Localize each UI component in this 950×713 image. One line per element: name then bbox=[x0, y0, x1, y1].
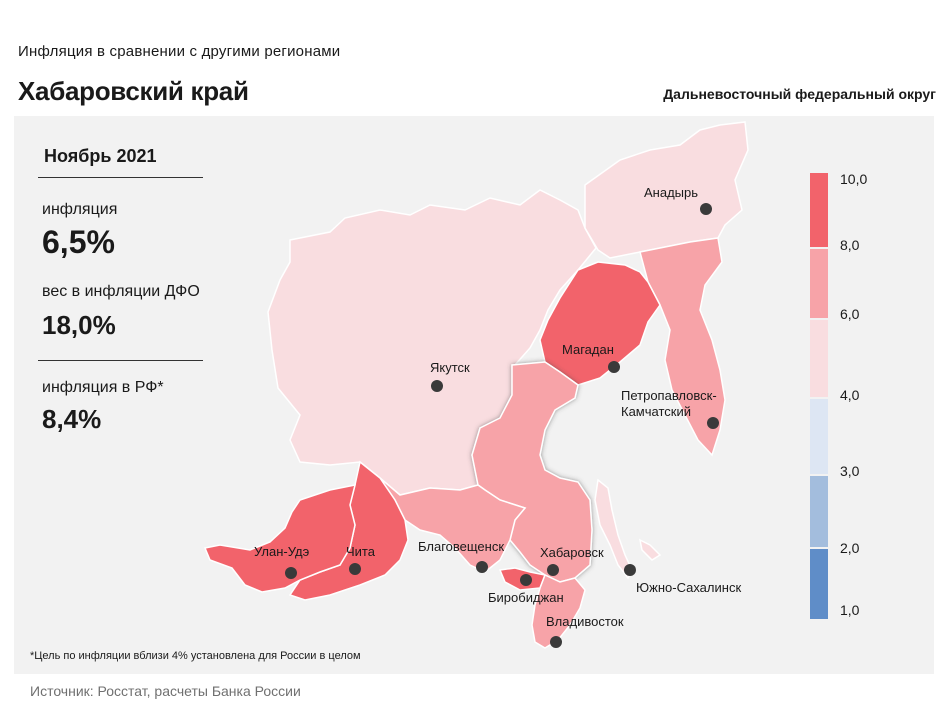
city-label-blagoveshchensk: Благовещенск bbox=[418, 539, 504, 554]
city-dot-blagoveshchensk bbox=[476, 561, 488, 573]
region-buryatia bbox=[203, 484, 357, 593]
legend-label: 10,0 bbox=[840, 171, 868, 187]
legend-label: 2,0 bbox=[840, 540, 860, 556]
legend-swatch-8-10 bbox=[810, 173, 828, 247]
city-dot-chita bbox=[349, 563, 361, 575]
city-dot-yuzhno-sakhalinsk bbox=[624, 564, 636, 576]
weight-label: вес в инфляции ДФО bbox=[42, 283, 200, 300]
city-label-birobidzhan: Биробиджан bbox=[488, 590, 564, 605]
region-sakhalin bbox=[594, 478, 633, 580]
weight-value: 18,0% bbox=[42, 310, 116, 340]
inflation-value: 6,5% bbox=[42, 224, 115, 260]
divider-top bbox=[38, 177, 203, 178]
city-label-vladivostok: Владивосток bbox=[546, 614, 624, 629]
region-magadan bbox=[539, 261, 661, 386]
legend-label: 4,0 bbox=[840, 387, 860, 403]
city-label-chita: Чита bbox=[346, 544, 376, 559]
legend-label: 8,0 bbox=[840, 237, 860, 253]
city-label-yakutsk: Якутск bbox=[430, 360, 470, 375]
legend-swatch-6-8 bbox=[810, 249, 828, 318]
rf-inflation-label: инфляция в РФ* bbox=[42, 379, 164, 396]
city-dot-ulan-ude bbox=[285, 567, 297, 579]
city-dot-birobidzhan bbox=[520, 574, 532, 586]
region-chukotka bbox=[584, 121, 749, 259]
city-dot-khabarovsk bbox=[547, 564, 559, 576]
legend-label: 3,0 bbox=[840, 463, 860, 479]
legend-swatch-1-2 bbox=[810, 549, 828, 619]
city-label-anadyr: Анадырь bbox=[644, 185, 698, 200]
city-label-petropavlovsk-1: Петропавловск- bbox=[621, 388, 717, 403]
city-label-ulan-ude: Улан-Удэ bbox=[254, 544, 310, 559]
region-title: Хабаровский край bbox=[18, 76, 249, 106]
legend-label: 6,0 bbox=[840, 306, 860, 322]
divider-bottom bbox=[38, 360, 203, 361]
city-dot-anadyr bbox=[700, 203, 712, 215]
rf-inflation-value: 8,4% bbox=[42, 404, 102, 434]
legend-label: 1,0 bbox=[840, 602, 860, 618]
city-dot-yakutsk bbox=[431, 380, 443, 392]
city-dot-magadan bbox=[608, 361, 620, 373]
city-dot-petropavlovsk bbox=[707, 417, 719, 429]
period-label: Ноябрь 2021 bbox=[44, 146, 157, 166]
inflation-label: инфляция bbox=[42, 201, 118, 218]
region-kamchatka bbox=[639, 237, 726, 457]
city-label-yuzhno-sakhalinsk: Южно-Сахалинск bbox=[636, 580, 741, 595]
legend-swatch-4-6 bbox=[810, 320, 828, 397]
city-label-petropavlovsk-2: Камчатский bbox=[621, 404, 691, 419]
chart-subtitle: Инфляция в сравнении с другими регионами bbox=[18, 43, 341, 60]
district-label: Дальневосточный федеральный округ bbox=[663, 86, 936, 102]
source-note: Источник: Росстат, расчеты Банка России bbox=[30, 683, 301, 699]
footnote: *Цель по инфляции вблизи 4% установлена … bbox=[30, 650, 361, 662]
city-label-magadan: Магадан bbox=[562, 342, 614, 357]
region-kuril-islands bbox=[638, 538, 662, 561]
region-amur bbox=[379, 477, 527, 573]
city-label-khabarovsk: Хабаровск bbox=[540, 545, 604, 560]
legend-swatch-3-4 bbox=[810, 399, 828, 474]
city-dot-vladivostok bbox=[550, 636, 562, 648]
legend-swatch-2-3 bbox=[810, 476, 828, 547]
